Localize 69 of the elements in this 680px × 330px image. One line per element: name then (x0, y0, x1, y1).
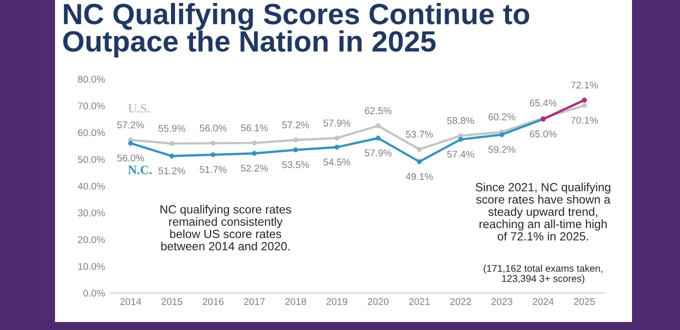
data-label: 60.2% (488, 113, 516, 120)
data-label: 56.0% (200, 124, 227, 132)
data-label: 53.5% (282, 161, 310, 168)
data-label: 52.2% (240, 164, 268, 172)
y-tick-label: 40.0% (78, 182, 105, 190)
x-tick-label: 2015 (162, 298, 182, 305)
x-tick-label: 2024 (532, 298, 554, 305)
text: U.S. (128, 104, 150, 113)
chart-title: NC Qualifying Scores Continue to Outpace the Nation in 2025 (63, 3, 530, 58)
point (293, 147, 298, 152)
data-label: 53.7% (406, 130, 433, 138)
data-label: 57.9% (364, 149, 392, 156)
point (169, 141, 174, 146)
x-tick-label: 2025 (574, 298, 595, 305)
x-tick-label: 2021 (409, 298, 430, 305)
series-label: N.C. (128, 166, 152, 174)
data-label: 65.4% (530, 100, 557, 106)
annotation: Since 2021, NC qualifying score rates have shown a steady upward trend, reaching an all-time high of 72.1% in 2025. (476, 182, 610, 240)
data-label: 57.9% (323, 120, 350, 126)
data-label: 49.1% (406, 173, 433, 180)
y-tick-label: 10.0% (78, 262, 105, 270)
annotation: (171,162 total exams taken, 123,394 3+ scores) (484, 264, 602, 284)
data-label: 56.0% (117, 154, 144, 162)
x-tick-label: 2016 (202, 298, 224, 305)
point (210, 152, 216, 158)
point (210, 140, 216, 146)
point (293, 138, 298, 142)
point (376, 123, 381, 128)
point (458, 137, 464, 142)
y-tick-label: 80.0% (78, 76, 105, 83)
y-tick-label: 50.0% (78, 156, 105, 163)
data-label: 51.2% (158, 167, 186, 174)
y-tick-label: 30.0% (78, 209, 105, 216)
x-tick-label: 2019 (326, 298, 348, 305)
point (376, 136, 381, 141)
data-label: 51.7% (200, 166, 227, 173)
point (499, 132, 504, 138)
data-label: 57.2% (282, 121, 310, 128)
y-tick-label: 60.0% (78, 129, 105, 136)
data-label: 58.8% (447, 117, 474, 124)
data-label: 62.5% (364, 107, 392, 114)
y-tick-label: 20.0% (78, 236, 105, 244)
annotation: NC qualifying score rates remained consistently below US score rates between 2014 and 2020. (160, 204, 292, 250)
y-tick-label: 0.0% (83, 290, 105, 297)
data-label: 57.4% (447, 150, 474, 158)
point (334, 144, 340, 150)
x-tick-label: 2022 (450, 298, 471, 305)
data-label: 57.2% (117, 121, 144, 128)
x-tick-label: 2023 (492, 298, 512, 305)
data-label: 70.1% (571, 116, 598, 124)
point (582, 103, 587, 108)
point (416, 159, 422, 164)
y-tick-label: 70.0% (78, 102, 105, 110)
x-tick-label: 2020 (368, 298, 389, 305)
data-label: 72.1% (571, 82, 598, 88)
data-label: 54.5% (323, 158, 350, 166)
point (169, 154, 174, 158)
point (416, 146, 422, 152)
x-tick-label: 2017 (244, 298, 265, 305)
data-label: 55.9% (158, 124, 186, 132)
data-label: 56.1% (240, 124, 268, 132)
point (334, 136, 340, 141)
point (252, 140, 257, 146)
data-label: 65.0% (530, 130, 557, 138)
x-tick-label: 2014 (120, 298, 142, 305)
point (252, 150, 257, 156)
point (128, 140, 134, 146)
x-tick-label: 2018 (285, 298, 306, 305)
data-label: 59.2% (488, 146, 516, 153)
